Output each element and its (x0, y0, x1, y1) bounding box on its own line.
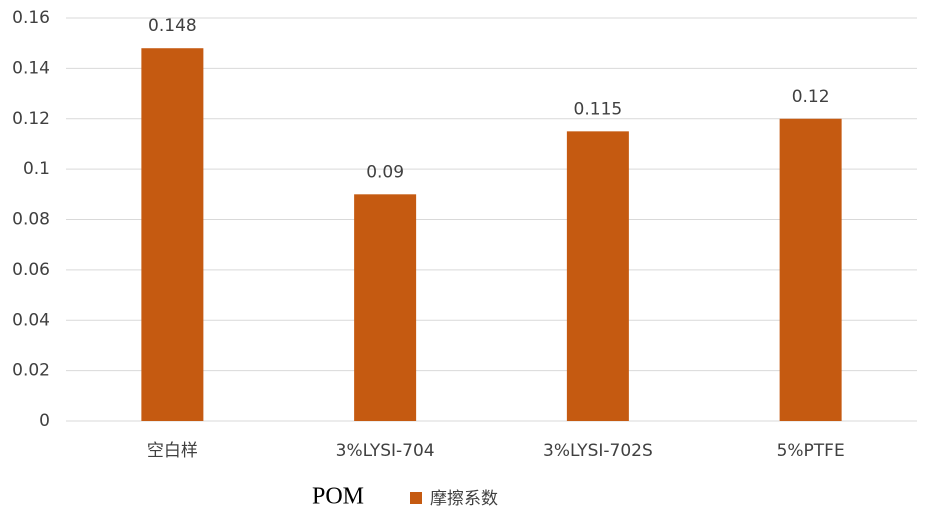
x-tick-label: 5%PTFE (777, 441, 845, 461)
y-tick-label: 0.12 (12, 109, 50, 129)
bar (566, 131, 629, 421)
legend-swatch (410, 492, 422, 504)
x-axis-title: POM (312, 484, 364, 510)
x-tick-label: 3%LYSI-702S (543, 441, 653, 461)
data-label: 0.09 (366, 162, 404, 182)
bar (779, 118, 842, 421)
y-tick-label: 0.04 (12, 310, 50, 330)
x-tick-label: 3%LYSI-704 (336, 441, 435, 461)
x-tick-label: 空白样 (147, 441, 198, 461)
y-tick-label: 0 (39, 411, 50, 431)
data-label: 0.115 (574, 99, 623, 119)
legend-label: 摩擦系数 (430, 489, 498, 509)
y-tick-label: 0.14 (12, 58, 50, 78)
y-tick-label: 0.06 (12, 260, 50, 280)
y-tick-label: 0.1 (23, 159, 50, 179)
data-label: 0.12 (792, 87, 830, 107)
y-tick-label: 0.02 (12, 361, 50, 381)
data-label: 0.148 (148, 16, 197, 36)
bar (141, 48, 204, 421)
y-tick-label: 0.08 (12, 210, 50, 230)
y-tick-label: 0.16 (12, 8, 50, 28)
bar (354, 194, 417, 421)
